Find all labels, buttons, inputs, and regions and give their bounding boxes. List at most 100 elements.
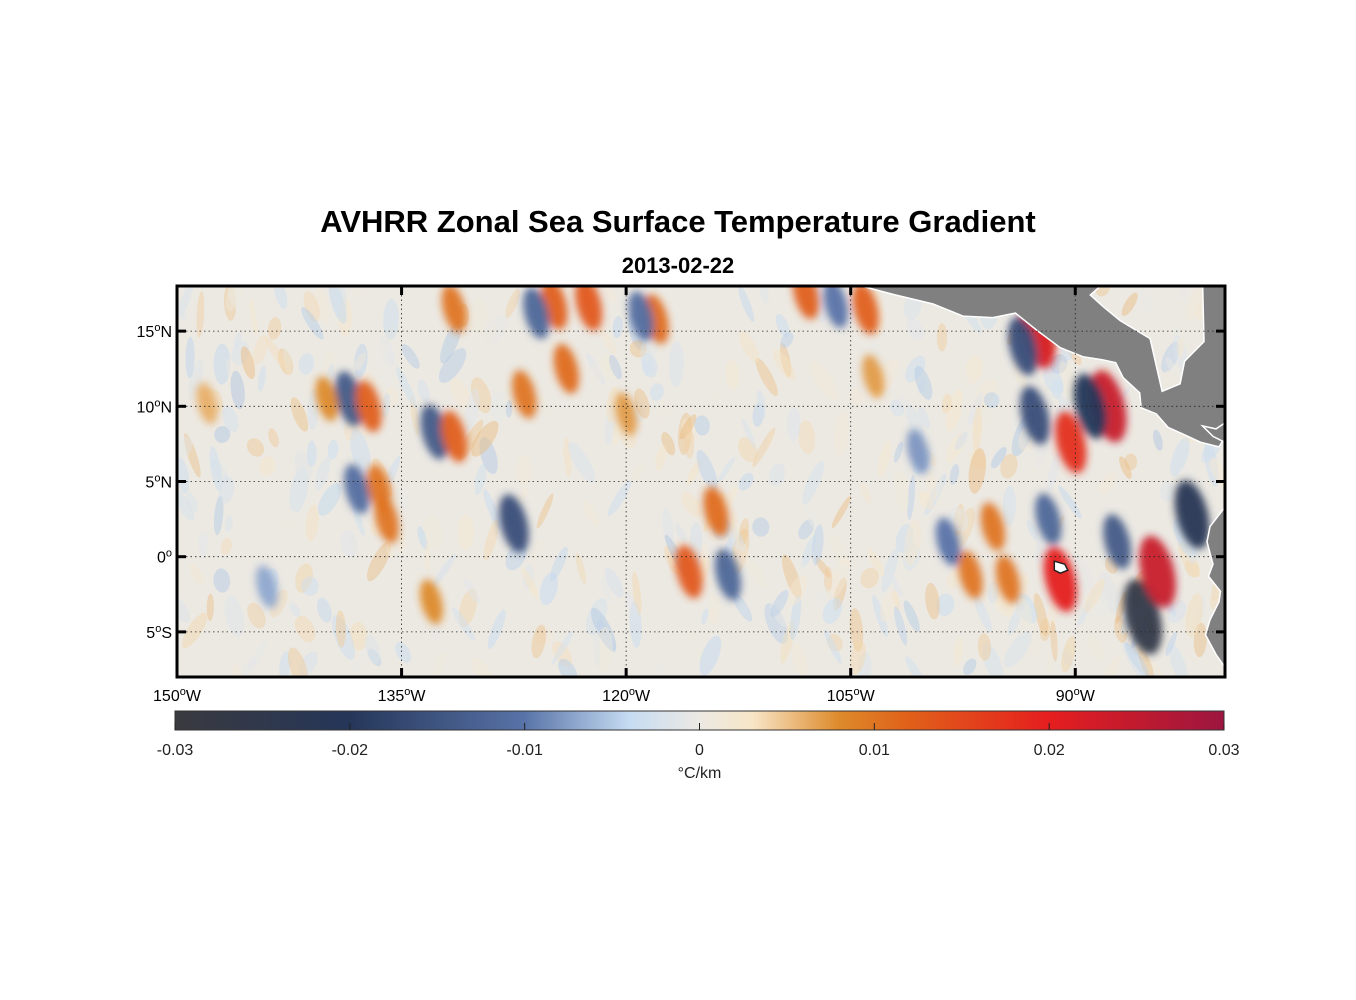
gradient-texture-cell — [769, 599, 788, 628]
gradient-texture-cell — [683, 427, 695, 459]
gradient-texture-cell — [795, 556, 811, 593]
gradient-texture-cell — [822, 597, 843, 624]
gradient-texture-cell — [458, 588, 478, 628]
gradient-texture-cell — [1153, 429, 1163, 451]
lat-tick-label: 5oN — [145, 473, 172, 492]
positive-gradient-feature — [374, 494, 399, 544]
gradient-texture-cell — [1099, 656, 1120, 677]
gradient-texture-cell — [725, 359, 740, 390]
gradient-texture-cell — [335, 610, 346, 648]
gradient-texture-cell — [563, 437, 572, 478]
gradient-texture-cell — [279, 509, 299, 530]
gradient-texture-cell — [595, 626, 613, 673]
gradient-texture-cell — [649, 383, 664, 401]
gradient-texture-cell — [483, 314, 508, 345]
gradient-texture-cell — [825, 557, 851, 601]
gradient-texture-cell — [977, 633, 992, 661]
gradient-texture-cell — [1033, 592, 1049, 637]
negative-gradient-feature — [1020, 386, 1050, 445]
gradient-texture-cell — [964, 355, 983, 384]
gradient-texture-cell — [1062, 649, 1073, 666]
gradient-texture-cell — [583, 337, 598, 354]
negative-gradient-feature — [335, 371, 364, 427]
gradient-texture-cell — [438, 348, 467, 384]
gradient-texture-cell — [612, 316, 623, 339]
positive-gradient-feature — [995, 555, 1021, 604]
gradient-texture-cell — [892, 590, 901, 611]
gradient-texture-cell — [867, 548, 885, 576]
negative-gradient-feature — [1073, 373, 1107, 439]
gradient-texture-cell — [379, 336, 395, 367]
gradient-texture-cell — [827, 634, 843, 652]
gradient-texture-cell — [832, 577, 847, 611]
gradient-texture-cell — [945, 389, 964, 432]
longitude-labels: 150oW 135oW 120oW 105oW 90oW — [153, 686, 1096, 705]
gradient-texture-cell — [424, 542, 431, 573]
gradient-texture-cell — [914, 365, 933, 400]
gradient-texture-cell — [737, 437, 758, 463]
land-south-america — [1200, 421, 1225, 444]
gradient-texture-cell — [538, 395, 558, 425]
gradient-texture-cell — [231, 340, 249, 366]
colorbar-tick-label: 0.02 — [1034, 742, 1065, 759]
gradient-texture-cell — [1015, 592, 1038, 624]
gradient-texture-cell — [756, 390, 766, 419]
gradient-texture-cell — [918, 491, 934, 510]
lat-tick-label: 0o — [157, 548, 172, 567]
gradient-texture-cell — [189, 564, 204, 585]
gradient-texture-cell — [582, 499, 599, 528]
gradient-texture-cell — [893, 441, 903, 463]
gradient-texture-cell — [849, 608, 864, 652]
gradient-texture-cell — [433, 651, 446, 676]
positive-gradient-feature — [440, 410, 468, 463]
colorbar-tick-label: 0.01 — [859, 742, 890, 759]
gradient-texture-cell — [934, 476, 944, 508]
negative-gradient-feature — [523, 287, 550, 339]
gradient-texture-cell — [827, 571, 839, 602]
gradient-texture-cell — [681, 491, 702, 518]
gradient-texture-cell — [1119, 382, 1140, 416]
gradient-texture-cell — [417, 526, 428, 550]
gradient-texture-cell — [457, 514, 475, 550]
gradient-texture-cell — [1087, 634, 1104, 663]
gradient-texture-cell — [894, 606, 908, 646]
positive-gradient-feature — [980, 502, 1006, 551]
gradient-texture-cell — [383, 298, 399, 340]
gradient-texture-cell — [395, 642, 412, 663]
gradient-texture-cell — [450, 378, 472, 410]
positive-gradient-feature — [703, 486, 729, 537]
gradient-texture-cell — [924, 473, 947, 516]
positive-gradient-feature — [1139, 535, 1177, 608]
gradient-texture-cell — [961, 394, 969, 426]
gradient-texture-cell — [352, 503, 365, 537]
gradient-texture-cell — [348, 644, 368, 677]
gradient-texture-cell — [1208, 456, 1225, 493]
gradient-texture-cell — [289, 602, 301, 617]
gradient-texture-cell — [350, 535, 358, 559]
gradient-texture-cell — [775, 313, 790, 338]
colorbar-tick-label: -0.01 — [506, 742, 543, 759]
gradient-texture-cell — [732, 593, 753, 622]
gradient-texture-cell — [1083, 578, 1105, 613]
gradient-texture-cell — [954, 507, 975, 550]
gradient-texture-cell — [487, 609, 506, 650]
gradient-texture-cell — [269, 589, 288, 618]
gradient-texture-cell — [279, 651, 291, 677]
gradient-texture-cell — [675, 524, 687, 542]
gradient-texture-cell — [379, 325, 395, 356]
gradient-texture-cell — [1045, 653, 1053, 677]
negative-gradient-feature — [1174, 480, 1210, 549]
positive-gradient-feature — [315, 376, 339, 422]
gradient-texture-cell — [267, 317, 282, 340]
gradient-texture-cell — [681, 418, 697, 442]
positive-gradient-feature — [575, 286, 603, 331]
gradient-texture-cell — [199, 352, 215, 376]
colorbar-ticks: -0.03 -0.02 -0.01 0 0.01 0.02 0.03 — [157, 723, 1240, 759]
positive-gradient-feature — [862, 354, 885, 398]
gradient-texture-cell — [711, 403, 733, 429]
negative-gradient-feature — [628, 291, 654, 341]
gradient-texture-cell — [590, 343, 614, 383]
negative-gradient-feature — [714, 548, 742, 601]
gradient-texture-cell — [738, 472, 754, 491]
gradient-texture-cell — [604, 405, 617, 445]
